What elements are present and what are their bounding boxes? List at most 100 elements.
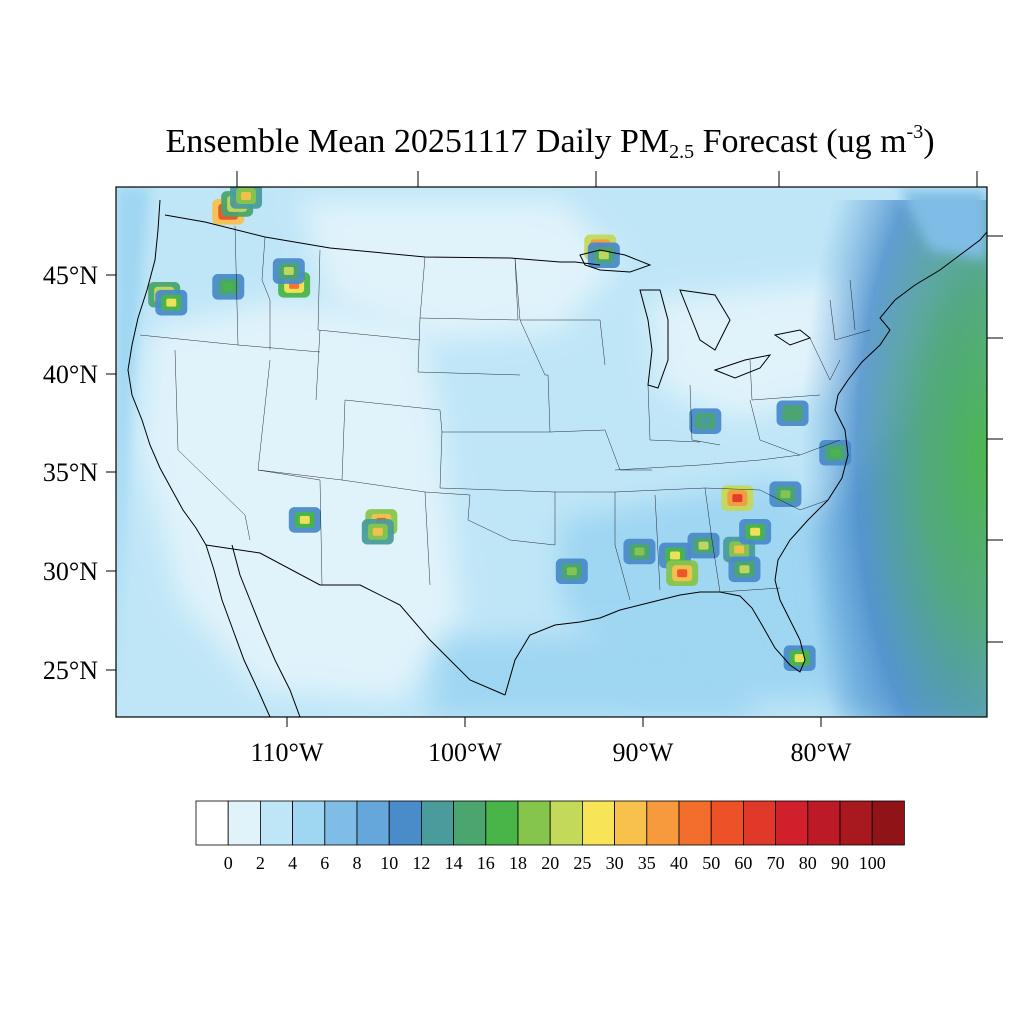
state-border <box>809 337 841 381</box>
gulf-coast <box>504 591 806 696</box>
state-border <box>139 334 321 353</box>
colorbar-labels: 0 2 4 6 8 10 12 14 16 18 20 25 30 35 40 50 60 70 80 90 100 <box>224 853 886 873</box>
lat-label: 25°N <box>43 656 98 685</box>
colorbar-label: 20 <box>541 853 559 873</box>
state-border <box>419 256 519 321</box>
lat-label: 35°N <box>43 458 98 487</box>
great-lakes-michigan <box>639 289 669 389</box>
pm25-hotspot <box>670 551 681 560</box>
colorbar-swatch <box>259 800 293 846</box>
state-border <box>174 349 246 516</box>
pm25-hotspot <box>372 527 383 536</box>
colorbar-swatch <box>871 800 905 846</box>
field-gulf <box>430 630 760 717</box>
pm25-hotspot <box>598 251 609 260</box>
colorbar-label: 0 <box>224 853 233 873</box>
state-border <box>417 317 521 376</box>
pm25-hotspot <box>677 569 688 578</box>
pm25-hotspot <box>732 494 743 503</box>
state-border <box>549 429 652 471</box>
title-subscript: 2.5 <box>669 141 695 163</box>
colorbar-swatch <box>453 800 487 846</box>
colorbar-label: 100 <box>859 853 886 873</box>
field-plains-north <box>300 200 620 340</box>
colorbar-swatch <box>324 800 358 846</box>
state-border <box>689 384 721 446</box>
colorbar-label: 8 <box>353 853 362 873</box>
pm25-hotspot <box>283 267 294 276</box>
lon-label: 90°W <box>613 738 674 767</box>
state-border <box>439 431 556 493</box>
pm25-hotspot <box>787 409 798 418</box>
state-border <box>704 487 829 511</box>
baja-coast <box>205 544 271 717</box>
colorbar-swatch <box>582 800 616 846</box>
colorbar-swatch <box>614 800 648 846</box>
pm25-hotspot <box>698 541 709 550</box>
pm25-hotspot <box>634 547 645 556</box>
map-title: Ensemble Mean 20251117 Daily PM2.5 Forec… <box>0 110 1024 174</box>
colorbar-label: 70 <box>767 853 785 873</box>
colorbar-label: 6 <box>320 853 329 873</box>
state-borders <box>139 225 871 601</box>
pacific-coast <box>127 199 207 546</box>
axis-ticks <box>106 171 1003 727</box>
pm25-hotspot <box>750 527 761 536</box>
state-border <box>514 257 548 376</box>
state-border <box>424 491 556 546</box>
hotspot-layer <box>148 187 852 671</box>
colorbar-swatch <box>517 800 551 846</box>
great-lakes-huron <box>679 289 731 351</box>
colorbar-swatch <box>839 800 873 846</box>
field-atlantic-plume <box>780 200 987 717</box>
state-border <box>244 514 251 541</box>
coastlines <box>127 199 987 717</box>
state-border <box>647 384 701 443</box>
field-pacific <box>116 187 150 717</box>
colorbar-label: 90 <box>831 853 849 873</box>
pm25-hotspot <box>299 515 310 524</box>
colorbar-label: 50 <box>702 853 720 873</box>
lon-label: 80°W <box>791 738 852 767</box>
gulf-california <box>231 544 301 717</box>
colorbar-label: 60 <box>734 853 752 873</box>
state-border <box>614 454 801 471</box>
great-lakes-erie <box>713 354 772 379</box>
pm25-hotspot <box>739 565 750 574</box>
colorbar-swatch <box>678 800 712 846</box>
colorbar-swatch <box>549 800 583 846</box>
state-border <box>614 487 721 593</box>
colorbar-swatch <box>807 800 841 846</box>
colorbar-swatch <box>710 800 744 846</box>
pm25-hotspot <box>166 298 177 307</box>
colorbar-label: 2 <box>256 853 265 873</box>
colorbar-swatch <box>227 800 261 846</box>
pm25-hotspot <box>794 654 805 663</box>
lat-label: 40°N <box>43 360 98 389</box>
lon-label: 110°W <box>251 738 324 767</box>
state-border <box>555 491 631 601</box>
colorbar-label: 18 <box>509 853 527 873</box>
state-border <box>654 494 661 591</box>
state-border <box>520 319 606 366</box>
mexico-border <box>205 544 506 696</box>
pm25-hotspot <box>780 490 791 499</box>
state-border <box>317 249 421 341</box>
colorbar-swatch <box>356 800 390 846</box>
field-maritimes <box>900 190 987 260</box>
map-field <box>116 187 987 717</box>
colorbar-label: 25 <box>573 853 591 873</box>
pm25-hotspot <box>830 448 841 457</box>
lon-labels: 110°W 100°W 90°W 80°W <box>251 738 852 767</box>
state-border <box>439 374 551 433</box>
colorbar-label: 80 <box>799 853 817 873</box>
state-border <box>749 359 821 401</box>
lat-label: 30°N <box>43 557 98 586</box>
field-interior-west <box>140 300 460 700</box>
colorbar-label: 10 <box>380 853 398 873</box>
colorbar-label: 4 <box>288 853 297 873</box>
state-border <box>719 587 781 593</box>
colorbar-swatch <box>292 800 326 846</box>
state-border <box>749 399 841 456</box>
